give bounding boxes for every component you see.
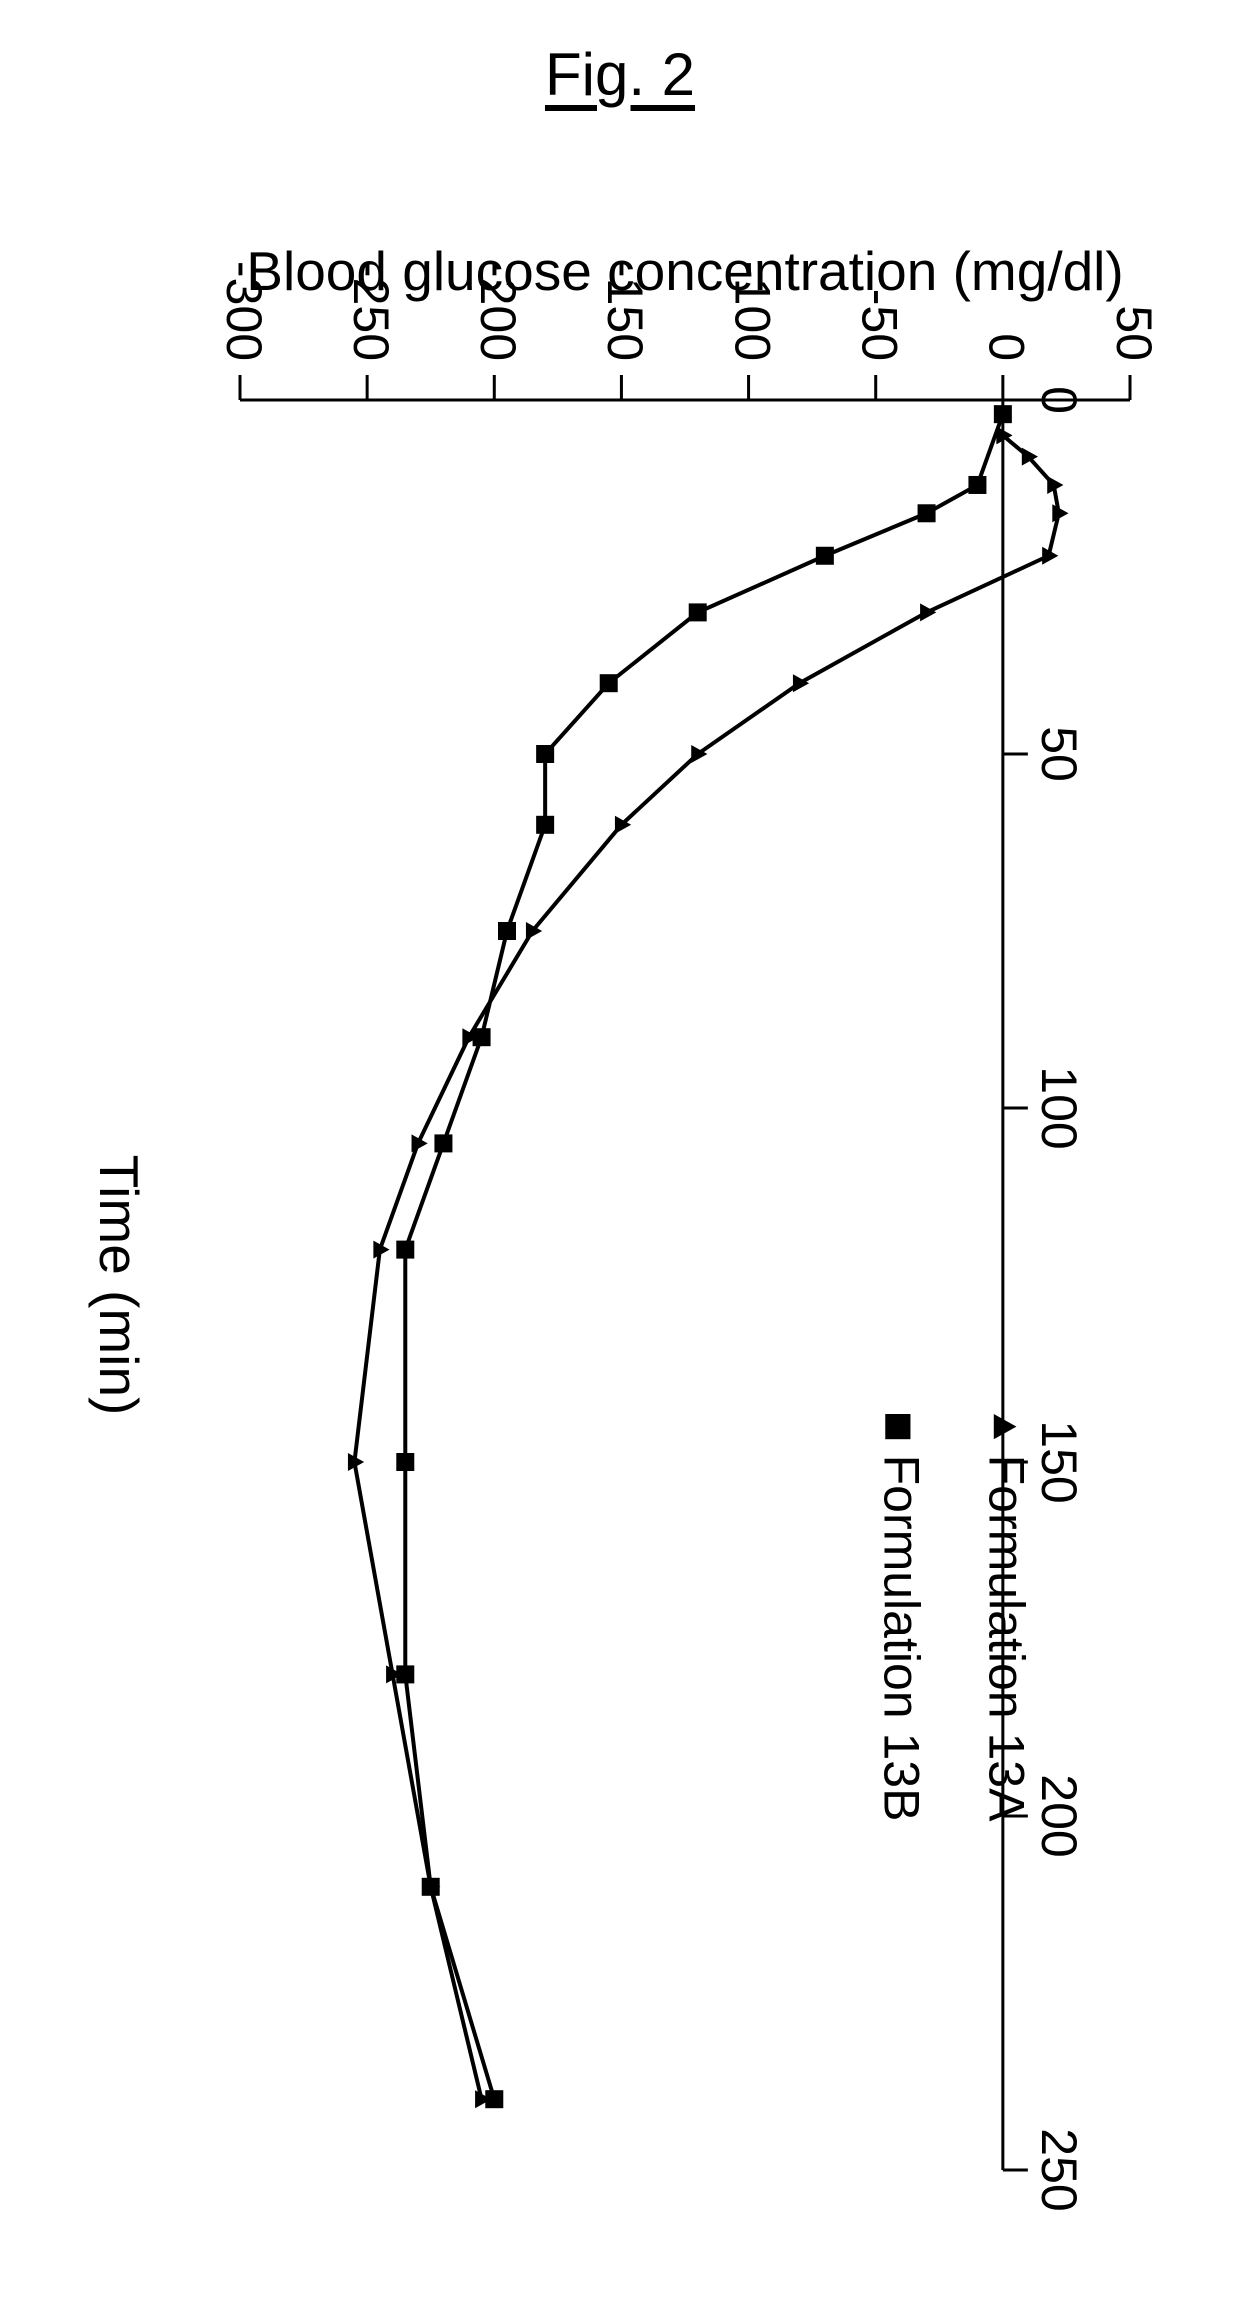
page: Fig. 2 050100150200250500-50-100-150-200… xyxy=(0,0,1240,2312)
x-tick-label: 0 xyxy=(1031,386,1087,414)
chart-canvas: 050100150200250500-50-100-150-200-250-30… xyxy=(0,160,1240,2300)
marker-square xyxy=(600,674,618,692)
marker-square xyxy=(396,1241,414,1259)
x-tick-label: 200 xyxy=(1031,1774,1087,1857)
marker-square xyxy=(689,603,707,621)
x-tick-label: 50 xyxy=(1031,726,1087,782)
marker-square xyxy=(422,1878,440,1896)
marker-square xyxy=(536,745,554,763)
marker-square xyxy=(968,476,986,494)
series-line xyxy=(405,414,1003,2099)
figure-title: Fig. 2 xyxy=(0,40,1240,109)
legend-label: Formulation 13B xyxy=(874,1455,930,1822)
y-tick-label: 0 xyxy=(979,333,1035,361)
marker-square xyxy=(473,1028,491,1046)
marker-square xyxy=(434,1134,452,1152)
marker-triangle xyxy=(920,603,936,621)
marker-triangle xyxy=(994,1414,1017,1439)
legend-label: Formulation 13A xyxy=(979,1455,1035,1822)
x-tick-label: 150 xyxy=(1031,1420,1087,1503)
marker-square xyxy=(885,1414,910,1439)
marker-square xyxy=(536,816,554,834)
marker-square xyxy=(396,1453,414,1471)
series-line xyxy=(354,435,1058,2099)
x-tick-label: 100 xyxy=(1031,1066,1087,1149)
marker-square xyxy=(918,504,936,522)
marker-square xyxy=(485,2090,503,2108)
chart-group: 050100150200250500-50-100-150-200-250-30… xyxy=(88,240,1162,2212)
y-axis-label: Blood glucose concentration (mg/dl) xyxy=(246,240,1123,302)
marker-square xyxy=(994,405,1012,423)
marker-square xyxy=(816,547,834,565)
marker-square xyxy=(498,922,516,940)
x-tick-label: 250 xyxy=(1031,2128,1087,2211)
y-tick-label: 50 xyxy=(1106,305,1162,361)
x-axis-label: Time (min) xyxy=(88,1155,150,1416)
marker-square xyxy=(396,1665,414,1683)
marker-triangle xyxy=(1052,504,1068,522)
